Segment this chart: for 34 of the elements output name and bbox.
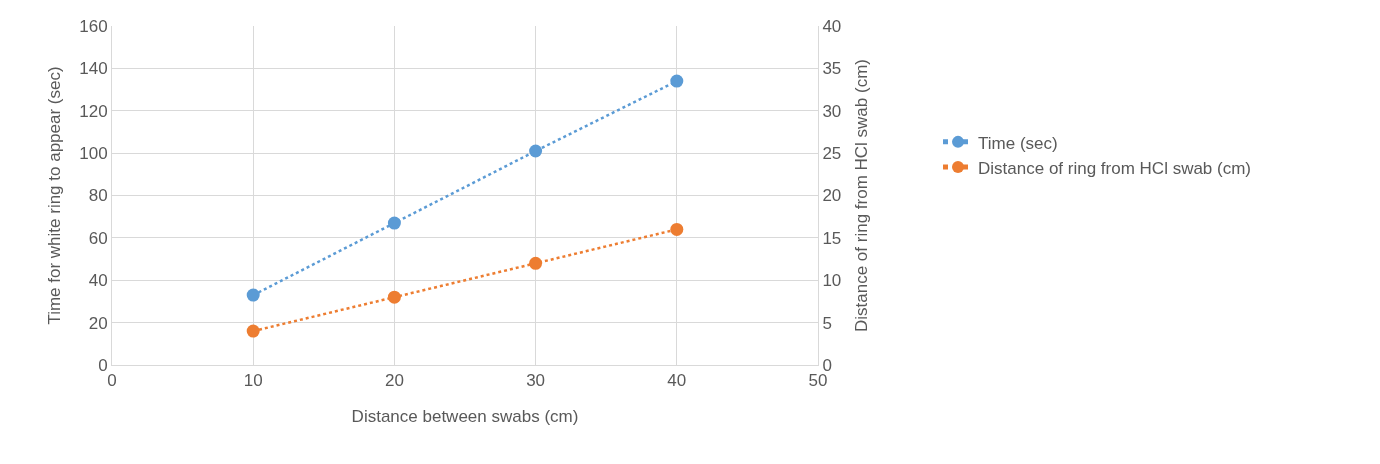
y-tick-label: 160	[79, 16, 108, 36]
point	[529, 256, 543, 270]
x-tick-label: 30	[526, 371, 546, 391]
y-tick-label: 100	[79, 144, 108, 164]
y-tick-label: 120	[79, 101, 108, 121]
legend-label: Time (sec)	[978, 133, 1058, 153]
y-tick-label: 80	[88, 186, 108, 206]
point	[670, 74, 684, 88]
point	[670, 222, 684, 236]
y-axis-title: Time for white ring to appear (sec)	[44, 66, 64, 325]
legend-label: Distance of ring from HCl swab (cm)	[978, 158, 1252, 178]
y-tick-label: 60	[88, 228, 108, 248]
y-tick-label: 40	[88, 271, 108, 291]
y2-tick-label: 20	[822, 186, 842, 206]
point	[246, 288, 260, 302]
y2-tick-label: 15	[822, 228, 842, 248]
y-tick-label: 140	[79, 59, 108, 79]
x-axis-title: Distance between swabs (cm)	[351, 406, 579, 426]
point	[387, 216, 401, 230]
y2-tick-label: 10	[822, 271, 842, 291]
y-tick-label: 0	[98, 355, 108, 375]
x-tick-label: 40	[667, 371, 687, 391]
y2-tick-label: 30	[822, 101, 842, 121]
x-tick-label: 20	[384, 371, 404, 391]
y2-tick-label: 35	[822, 59, 842, 79]
y2-tick-label: 40	[822, 16, 842, 36]
point	[246, 324, 260, 338]
y2-tick-label: 25	[822, 144, 842, 164]
point	[387, 290, 401, 304]
y-tick-label: 20	[88, 313, 108, 333]
y2-axis-title: Distance of ring from HCl swab (cm)	[851, 58, 871, 333]
x-tick-label: 10	[243, 371, 263, 391]
y2-tick-label: 5	[822, 313, 832, 333]
point	[529, 144, 543, 158]
